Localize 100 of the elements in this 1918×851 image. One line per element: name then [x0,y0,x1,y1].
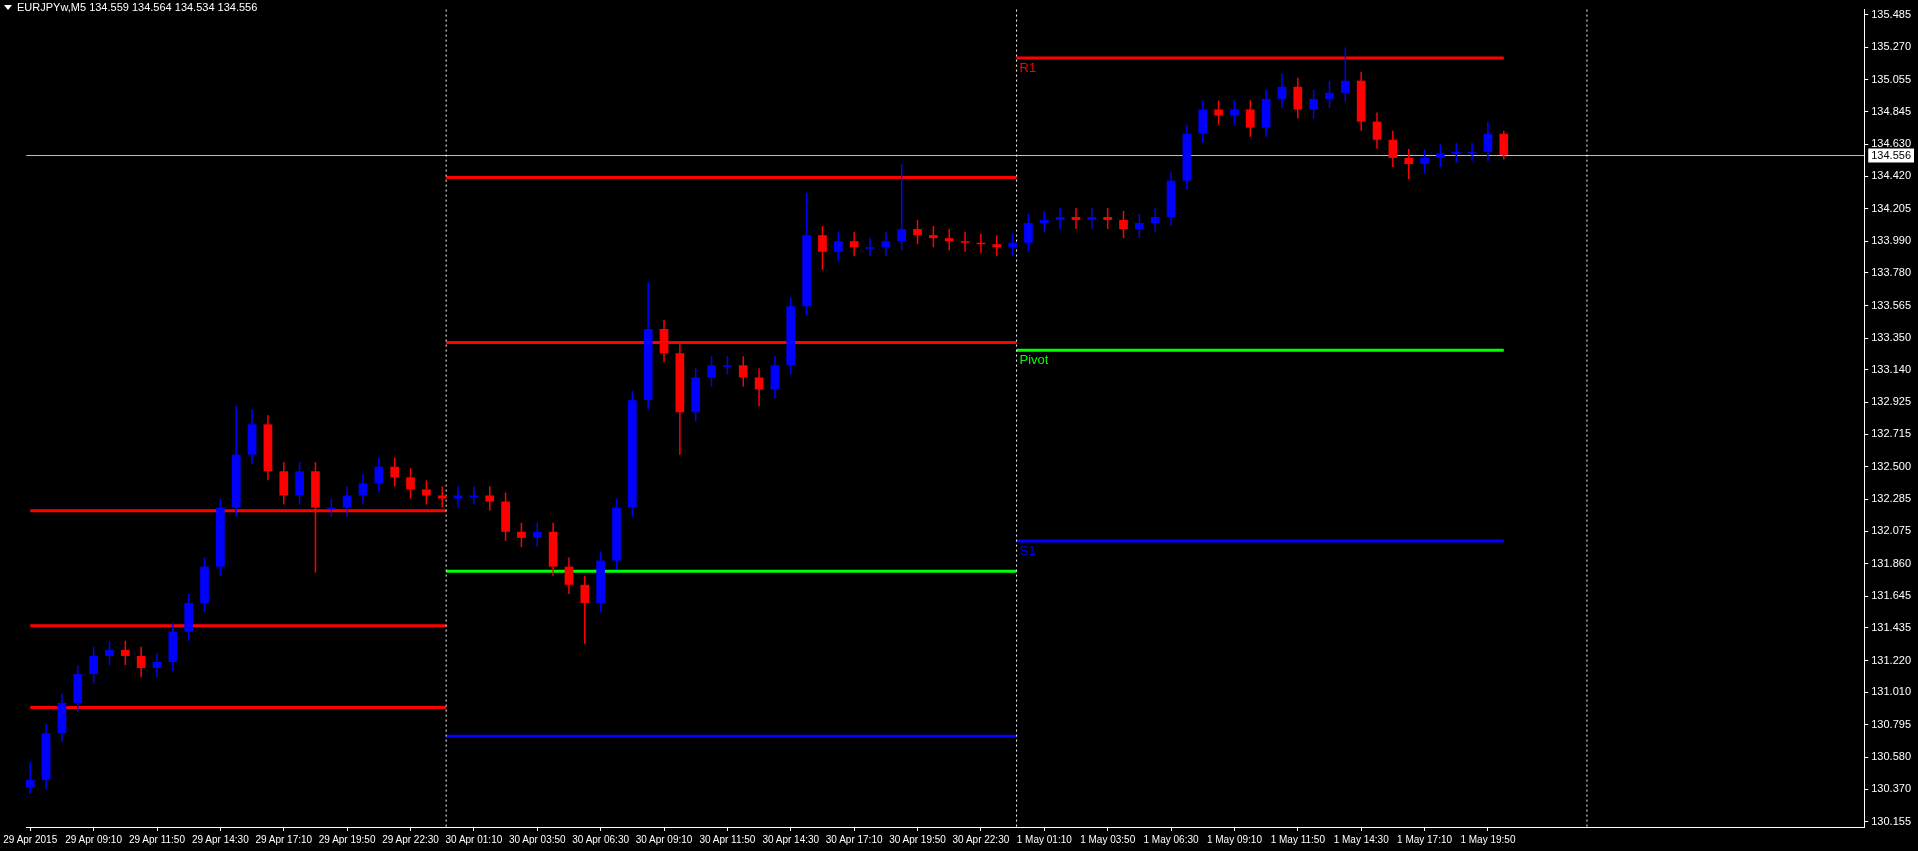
candlestick [1436,143,1445,168]
candlestick [1119,210,1128,239]
candlestick [1103,207,1113,230]
x-tick-label: 29 Apr 14:30 [192,833,250,845]
candlestick [1420,148,1429,174]
candlestick [913,219,922,245]
candlestick [1372,111,1382,150]
candlestick [865,237,875,258]
x-tick-label: 29 Apr 17:10 [255,833,313,845]
x-tick-label: 30 Apr 01:10 [445,833,503,845]
x-tick-label: 30 Apr 22:30 [952,833,1010,845]
candlestick [1293,76,1303,120]
x-tick-label: 29 Apr 19:50 [318,833,376,845]
candlestick [406,467,415,500]
y-tick-label: 133.140 [1871,362,1911,375]
x-tick-label: 1 May 19:50 [1460,833,1516,845]
x-tick-label: 29 Apr 11:50 [129,833,186,845]
candlestick [1087,207,1097,230]
candlestick [25,761,35,795]
candlestick [1277,72,1287,109]
candlestick [754,367,764,407]
candlestick [105,640,114,666]
candlestick [1135,213,1144,239]
candlestick [1008,232,1017,258]
y-tick-label: 132.715 [1871,427,1911,440]
candlestick [1309,89,1318,120]
candlestick [152,652,162,678]
candlestick [1404,148,1414,180]
x-tick-label: 30 Apr 11:50 [699,833,756,845]
candlestick [374,456,384,494]
y-tick-label: 133.990 [1871,234,1911,247]
y-tick-label: 134.845 [1871,104,1911,117]
x-tick-label: 30 Apr 03:50 [508,833,567,845]
candlestick [1150,207,1160,233]
y-tick-label: 135.485 [1871,7,1911,20]
x-tick-label: 1 May 01:10 [1016,833,1073,845]
candlestick [485,485,495,512]
y-tick-label: 134.630 [1871,137,1911,150]
candlestick [960,231,970,253]
y-tick-label: 132.285 [1871,492,1911,505]
y-tick-label: 133.350 [1871,331,1911,344]
candlestick [1071,207,1081,230]
candlestick [1230,99,1239,126]
candlestick [833,231,843,262]
candlestick [1024,213,1033,253]
candlestick [580,574,590,645]
candlestick [342,485,352,518]
candlestick [1388,129,1398,168]
y-tick-label: 130.580 [1871,750,1911,763]
y-tick-label: 131.010 [1871,685,1911,698]
candlestick [881,231,891,258]
y-tick-label: 131.860 [1871,556,1911,569]
y-tick-label: 135.055 [1871,73,1911,86]
x-tick-label: 29 Apr 22:30 [382,833,440,845]
y-tick-label: 132.925 [1871,395,1911,408]
candlestick [849,231,859,258]
candlestick [738,355,748,388]
series-label: S1 [1019,542,1036,558]
x-tick-label: 1 May 09:10 [1206,833,1263,845]
series-label: Pivot [1019,352,1049,368]
y-tick-label: 131.645 [1871,589,1911,602]
candlestick [723,355,732,376]
x-tick-label: 1 May 14:30 [1333,833,1390,845]
chart-title: EURJPYw,M5 134.559 134.564 134.534 134.556 [17,1,258,13]
candlestick [1245,99,1255,138]
y-tick-label: 130.370 [1871,782,1911,795]
candlestick [422,479,431,506]
candlestick [818,225,827,271]
ref-line-label: 134.556 [1871,148,1911,161]
x-tick-label: 1 May 17:10 [1397,833,1453,845]
candlestick [929,225,938,248]
y-tick-label: 132.500 [1871,459,1911,472]
x-tick-label: 30 Apr 09:10 [635,833,693,845]
candlestick [136,646,146,678]
x-tick-label: 30 Apr 14:30 [762,833,820,845]
candlestick [1214,99,1223,126]
candlestick [532,522,542,548]
candlestick [992,234,1002,258]
candlestick [469,485,479,506]
y-tick-label: 135.270 [1871,40,1911,53]
y-tick-label: 130.795 [1871,717,1911,730]
x-tick-label: 1 May 06:30 [1143,833,1199,845]
candlestick [517,522,526,548]
candlestick [1483,120,1493,162]
y-tick-label: 132.075 [1871,524,1911,537]
candlestick [897,163,907,252]
candlestick [1039,210,1049,233]
y-tick-label: 131.220 [1871,653,1911,666]
candlestick [1055,207,1065,230]
candlestick [453,485,463,509]
candlestick [390,456,400,488]
y-tick-label: 133.780 [1871,266,1911,279]
y-tick-label: 133.565 [1871,298,1911,311]
candlestick [1340,46,1350,103]
x-tick-label: 29 Apr 09:10 [65,833,123,845]
candlestick [120,640,130,666]
candlestick [1325,79,1334,109]
x-tick-label: 1 May 03:50 [1080,833,1136,845]
candlestick [89,646,98,684]
x-tick-label: 30 Apr 06:30 [572,833,630,845]
